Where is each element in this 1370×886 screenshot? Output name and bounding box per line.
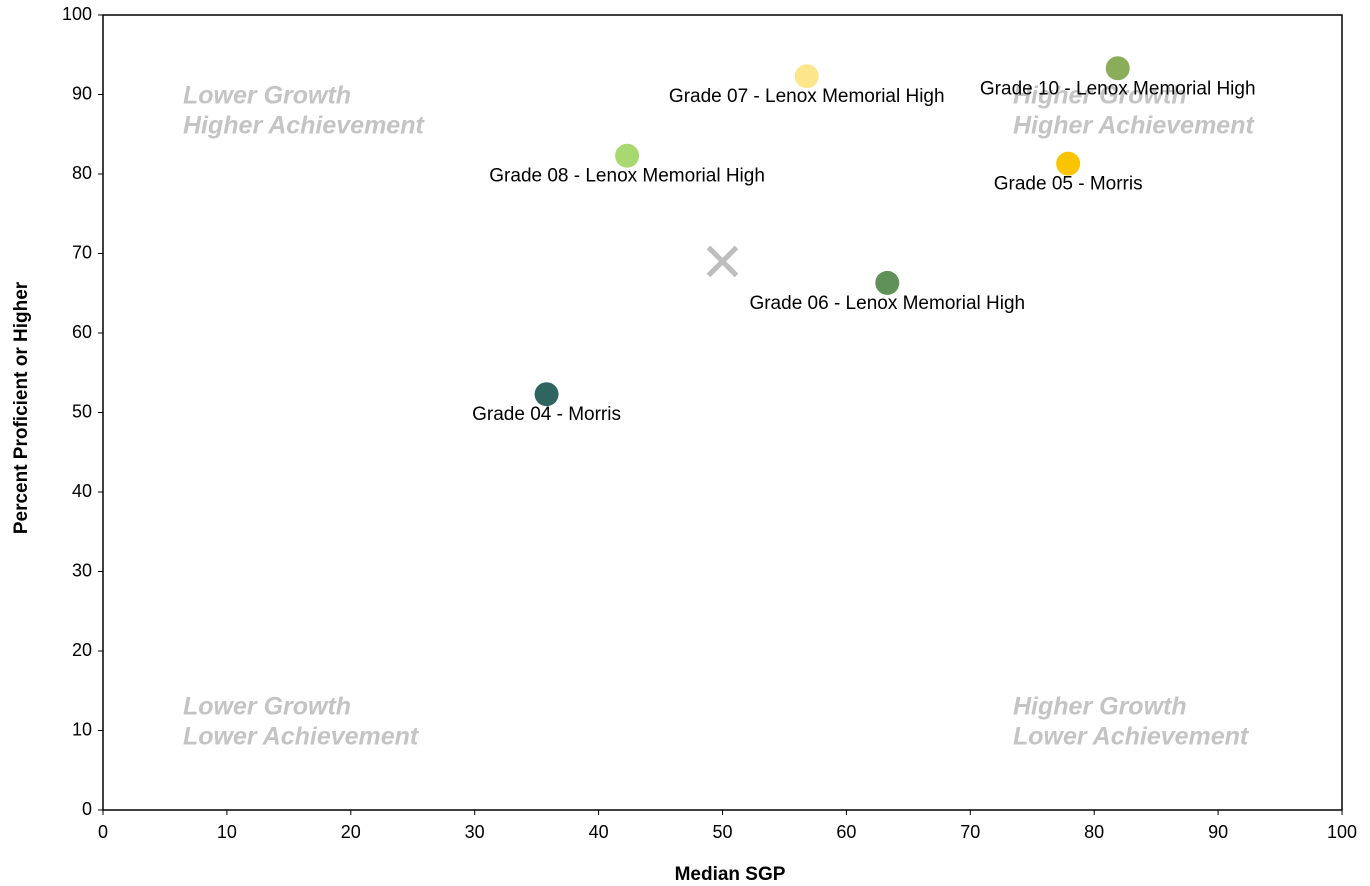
point [534,382,559,407]
point [1105,56,1130,81]
x-tick-label: 70 [960,822,980,842]
quadrant-label: Lower Achievement [183,723,420,751]
x-axis-title: Median SGP [675,864,786,885]
x-tick-label: 50 [712,822,732,842]
quadrant-label: Higher Growth [1013,82,1187,110]
x-tick-label: 40 [589,822,609,842]
y-tick-label: 30 [72,560,92,580]
y-tick-label: 10 [72,719,92,739]
x-tick-label: 30 [465,822,485,842]
quadrant-label: Lower Growth [183,82,351,110]
point-label: Grade 05 - Morris [994,174,1143,195]
point-label: Grade 10 - Lenox Memorial High [980,78,1256,99]
y-tick-label: 60 [72,322,92,342]
y-tick-label: 90 [72,83,92,103]
y-tick-label: 20 [72,640,92,660]
point-label: Grade 08 - Lenox Memorial High [489,166,765,187]
y-axis-title: Percent Proficient or Higher [11,281,32,534]
y-tick-label: 40 [72,481,92,501]
x-tick-label: 90 [1208,822,1228,842]
reference-marker [706,245,739,278]
point [794,64,819,89]
point [875,270,900,295]
point-label: Grade 04 - Morris [472,404,621,425]
point-label: Grade 07 - Lenox Memorial High [669,86,945,107]
x-tick-label: 0 [98,822,108,842]
point [1056,151,1081,176]
y-tick-label: 100 [62,4,92,24]
quadrant-label: Higher Growth [1013,693,1187,721]
y-tick-label: 80 [72,163,92,183]
x-tick-label: 20 [341,822,361,842]
point [615,143,640,168]
quadrant-label: Lower Growth [183,693,351,721]
y-tick-label: 50 [72,401,92,421]
quadrant-label: Higher Achievement [183,112,425,140]
quadrant-label: Higher Achievement [1013,112,1255,140]
x-tick-label: 10 [217,822,237,842]
point-label: Grade 06 - Lenox Memorial High [749,293,1025,314]
x-tick-label: 60 [836,822,856,842]
x-tick-label: 80 [1084,822,1104,842]
y-tick-label: 70 [72,242,92,262]
x-tick-label: 100 [1327,822,1357,842]
y-tick-label: 0 [82,799,92,819]
quadrant-label: Lower Achievement [1013,723,1250,751]
